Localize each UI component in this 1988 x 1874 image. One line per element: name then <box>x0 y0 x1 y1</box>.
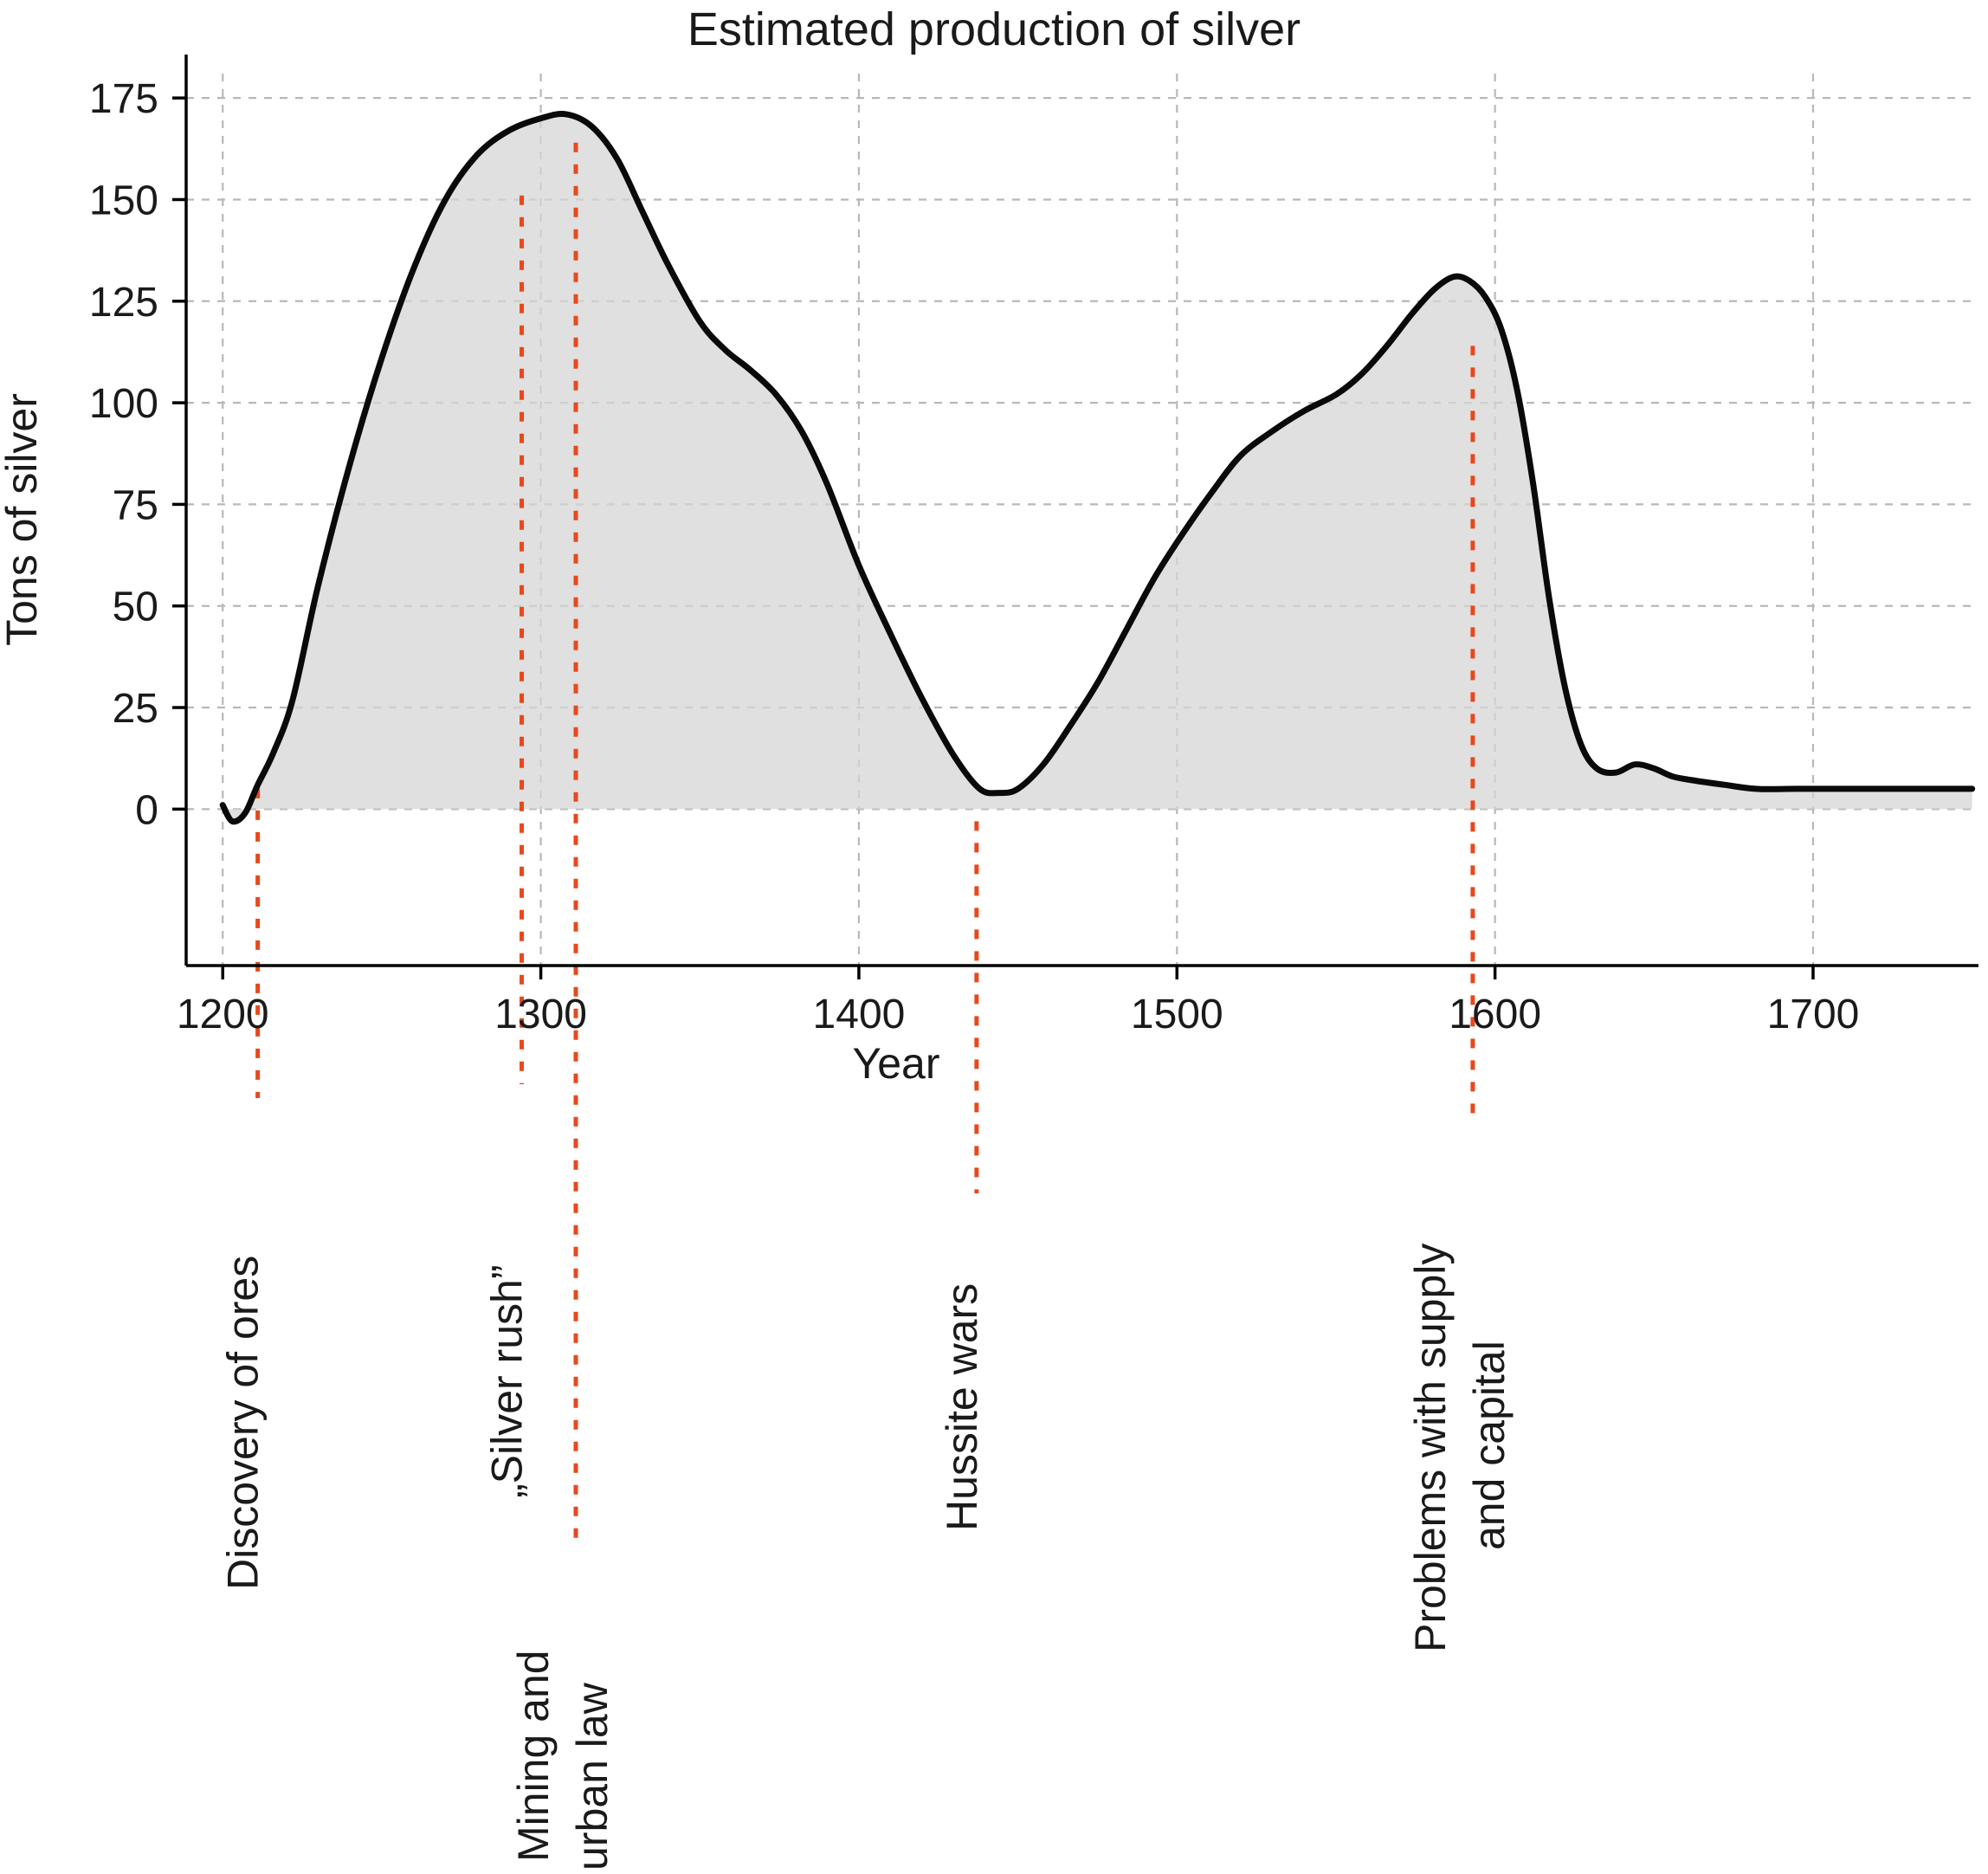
annotation-label: urban law <box>568 1682 616 1871</box>
annotation-label: Hussite wars <box>938 1283 986 1531</box>
x-tick-label: 1500 <box>1131 992 1223 1037</box>
annotation-label: „Silver rush” <box>483 1265 532 1498</box>
y-tick-label: 25 <box>113 686 158 732</box>
annotation-label: Mining and <box>509 1650 558 1862</box>
y-tick-label: 0 <box>135 787 158 833</box>
annotation-label: and capital <box>1465 1341 1514 1550</box>
y-tick-label: 175 <box>89 76 158 122</box>
x-tick-label: 1600 <box>1449 992 1541 1037</box>
x-tick-label: 1300 <box>494 992 587 1037</box>
y-tick-label: 50 <box>113 585 158 630</box>
y-tick-label: 150 <box>89 178 158 223</box>
chart-title: Estimated production of silver <box>687 3 1301 55</box>
y-tick-label: 125 <box>89 280 158 326</box>
x-axis-label: Year <box>852 1039 939 1088</box>
area-fill <box>223 113 1972 822</box>
x-tick-label: 1700 <box>1767 992 1860 1037</box>
annotation-label: Discovery of ores <box>219 1256 268 1590</box>
production-curve <box>219 111 1976 825</box>
x-tick-label: 1200 <box>177 992 269 1037</box>
y-axis-label: Tons of silver <box>0 393 46 646</box>
x-tick-label: 1400 <box>813 992 906 1037</box>
y-tick-label: 100 <box>89 381 158 427</box>
y-tick-label: 75 <box>113 482 158 528</box>
annotation-label: Problems with supply <box>1406 1244 1455 1652</box>
